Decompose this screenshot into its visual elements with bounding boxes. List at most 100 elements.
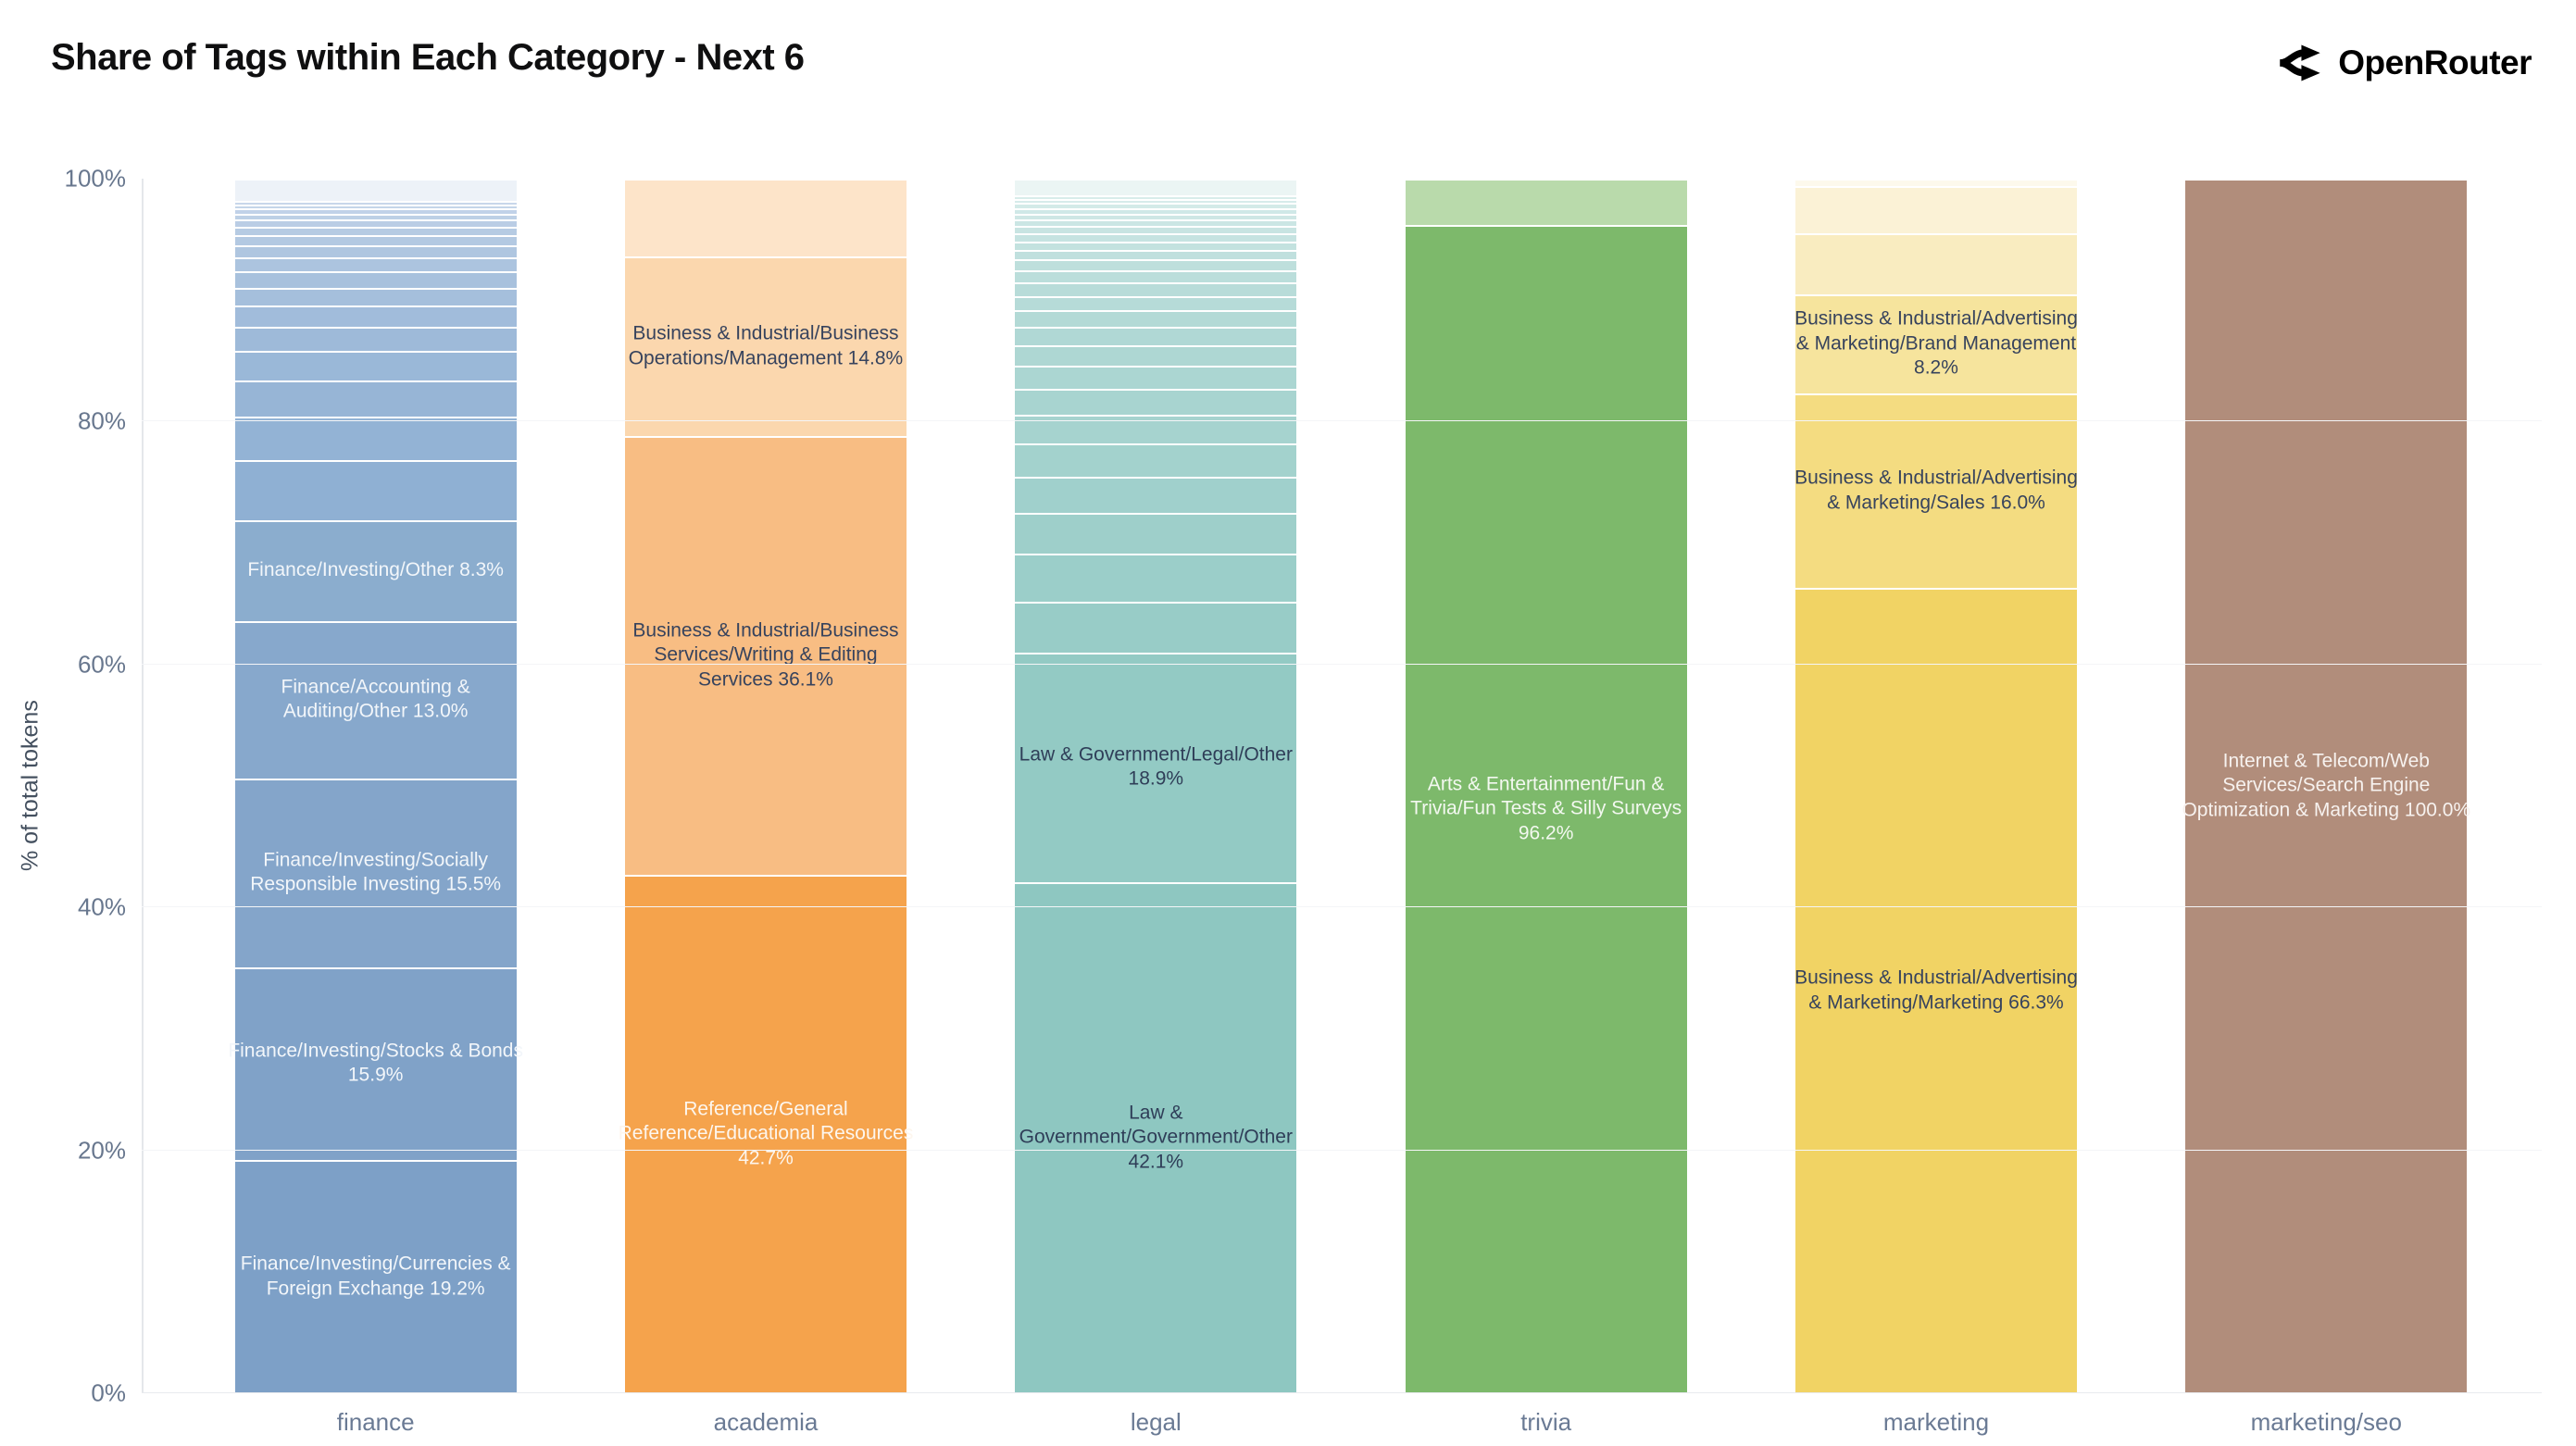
segment-label: Arts & Entertainment/Fun & Trivia/Fun Te… bbox=[1410, 773, 1682, 844]
bar-segment[interactable] bbox=[234, 179, 517, 201]
bar-segment[interactable] bbox=[234, 327, 517, 352]
bar-segment[interactable] bbox=[1015, 213, 1297, 220]
bar-segment[interactable] bbox=[1015, 179, 1297, 195]
bar-segment[interactable] bbox=[1015, 207, 1297, 214]
bar-finance: Finance/Investing/Currencies & Foreign E… bbox=[228, 179, 523, 1393]
segment-label: Law & Government/Legal/Other 18.9% bbox=[1019, 743, 1293, 790]
segment-label: Finance/Investing/Socially Responsible I… bbox=[250, 849, 502, 895]
bars-row: Finance/Investing/Currencies & Foreign E… bbox=[181, 179, 2521, 1436]
bar-segment[interactable] bbox=[1794, 233, 2077, 294]
bar-segment[interactable] bbox=[234, 351, 517, 380]
bar-segment[interactable] bbox=[1015, 241, 1297, 250]
band-trivia: Arts & Entertainment/Fun & Trivia/Fun Te… bbox=[1351, 179, 1741, 1436]
bar-segment[interactable]: Finance/Investing/Other 8.3% bbox=[234, 519, 517, 621]
bar-segment[interactable]: Finance/Investing/Socially Responsible I… bbox=[234, 779, 517, 967]
bar-segment[interactable]: Law & Government/Legal/Other 18.9% bbox=[1015, 652, 1297, 882]
y-tick-label: 40% bbox=[77, 892, 126, 921]
x-axis-label: marketing bbox=[1882, 1408, 1990, 1436]
band-finance: Finance/Investing/Currencies & Foreign E… bbox=[181, 179, 570, 1436]
bar-trivia: Arts & Entertainment/Fun & Trivia/Fun Te… bbox=[1405, 179, 1687, 1393]
bar-segment[interactable] bbox=[1015, 366, 1297, 390]
y-tick-label: 0% bbox=[91, 1378, 126, 1407]
bar-segment[interactable] bbox=[234, 235, 517, 246]
gridline bbox=[142, 663, 2542, 665]
bar-segment[interactable]: Internet & Telecom/Web Services/Search E… bbox=[2182, 179, 2470, 1393]
brand-name: OpenRouter bbox=[2338, 44, 2532, 81]
bar-segment[interactable] bbox=[234, 213, 517, 220]
bar-segment[interactable] bbox=[1015, 249, 1297, 260]
bar-segment[interactable] bbox=[1794, 179, 2077, 186]
y-tick-label: 100% bbox=[64, 164, 127, 193]
bar-academia: Reference/General Reference/Educational … bbox=[619, 179, 913, 1393]
segment-label: Reference/General Reference/Educational … bbox=[618, 1098, 914, 1169]
bar-segment[interactable] bbox=[234, 305, 517, 328]
segment-label: Business & Industrial/Advertising & Mark… bbox=[1794, 966, 2078, 1014]
bar-segment[interactable] bbox=[1015, 601, 1297, 653]
segment-label: Finance/Investing/Currencies & Foreign E… bbox=[240, 1253, 511, 1300]
bar-segment[interactable] bbox=[234, 271, 517, 288]
segment-label: Law & Government/Government/Other 42.1% bbox=[1019, 1102, 1293, 1173]
gridline bbox=[142, 420, 2542, 422]
bar-segment[interactable]: Business & Industrial/Advertising & Mark… bbox=[1794, 588, 2078, 1393]
bar-segment[interactable] bbox=[1015, 219, 1297, 227]
bar-segment[interactable] bbox=[1015, 554, 1297, 602]
bar-segment[interactable] bbox=[1015, 282, 1297, 296]
bar-segment[interactable] bbox=[234, 460, 517, 520]
bar-segment[interactable]: Reference/General Reference/Educational … bbox=[619, 874, 913, 1393]
bar-segment[interactable] bbox=[1015, 233, 1297, 242]
bar-segment[interactable] bbox=[234, 380, 517, 418]
band-marketing-seo: Internet & Telecom/Web Services/Search E… bbox=[2132, 179, 2521, 1436]
x-axis-label: academia bbox=[713, 1408, 819, 1436]
bar-segment[interactable] bbox=[1015, 194, 1297, 199]
segment-label: Finance/Investing/Stocks & Bonds 15.9% bbox=[228, 1040, 523, 1086]
bar-segment[interactable] bbox=[1015, 389, 1297, 415]
bar-segment[interactable] bbox=[1015, 414, 1297, 444]
bar-segment[interactable] bbox=[1015, 259, 1297, 271]
bar-segment[interactable]: Finance/Investing/Stocks & Bonds 15.9% bbox=[228, 966, 523, 1161]
bar-segment[interactable] bbox=[1015, 198, 1297, 204]
bar-segment[interactable] bbox=[234, 219, 517, 227]
bar-segment[interactable]: Business & Industrial/Advertising & Mark… bbox=[1794, 293, 2078, 394]
y-axis-line bbox=[142, 179, 144, 1393]
bar-segment[interactable]: Business & Industrial/Advertising & Mark… bbox=[1794, 393, 2078, 589]
bar-segment[interactable] bbox=[1015, 295, 1297, 311]
bar-segment[interactable] bbox=[1015, 327, 1297, 345]
bar-segment[interactable] bbox=[1015, 310, 1297, 328]
bar-segment[interactable] bbox=[234, 287, 517, 306]
brand: OpenRouter bbox=[2276, 39, 2532, 87]
bar-segment[interactable]: Business & Industrial/Business Services/… bbox=[624, 436, 907, 875]
bar-segment[interactable]: Finance/Accounting & Auditing/Other 13.0… bbox=[234, 620, 517, 779]
band-academia: Reference/General Reference/Educational … bbox=[570, 179, 960, 1436]
bar-segment[interactable] bbox=[1015, 203, 1297, 208]
bar-segment[interactable] bbox=[1015, 512, 1297, 555]
bar-segment[interactable] bbox=[1015, 443, 1297, 477]
y-tick-label: 60% bbox=[77, 650, 126, 679]
segment-label: Business & Industrial/Advertising & Mark… bbox=[1794, 307, 2078, 379]
bar-legal: Law & Government/Government/Other 42.1% L… bbox=[1015, 179, 1297, 1393]
bar-segment[interactable] bbox=[1015, 476, 1297, 513]
x-axis-label: legal bbox=[1130, 1408, 1182, 1436]
x-axis-label: trivia bbox=[1520, 1408, 1572, 1436]
bar-segment[interactable] bbox=[234, 245, 517, 258]
bar-segment[interactable] bbox=[234, 257, 517, 272]
bar-segment[interactable] bbox=[1015, 270, 1297, 283]
bar-segment[interactable]: Business & Industrial/Business Operation… bbox=[624, 256, 907, 437]
bar-segment[interactable]: Finance/Investing/Currencies & Foreign E… bbox=[234, 1160, 517, 1393]
bar-segment[interactable]: Arts & Entertainment/Fun & Trivia/Fun Te… bbox=[1405, 224, 1687, 1393]
bar-segment[interactable] bbox=[234, 204, 517, 209]
bar-segment[interactable] bbox=[1015, 344, 1297, 367]
openrouter-logo-icon bbox=[2276, 39, 2324, 87]
bar-segment[interactable] bbox=[234, 208, 517, 214]
segment-label: Business & Industrial/Advertising & Mark… bbox=[1794, 467, 2078, 514]
bar-segment[interactable] bbox=[624, 179, 907, 256]
bar-segment[interactable] bbox=[234, 226, 517, 236]
bar-marketing: Business & Industrial/Advertising & Mark… bbox=[1794, 179, 2078, 1393]
bar-segment[interactable]: Law & Government/Government/Other 42.1% bbox=[1015, 881, 1297, 1393]
bar-segment[interactable] bbox=[1405, 179, 1687, 225]
bar-segment[interactable] bbox=[1794, 185, 2077, 234]
bar-segment[interactable] bbox=[234, 200, 517, 205]
bar-segment[interactable] bbox=[1015, 226, 1297, 234]
y-axis-title: % of total tokens bbox=[17, 700, 44, 872]
bar-segment[interactable] bbox=[234, 417, 517, 461]
page-title: Share of Tags within Each Category - Nex… bbox=[51, 37, 805, 78]
